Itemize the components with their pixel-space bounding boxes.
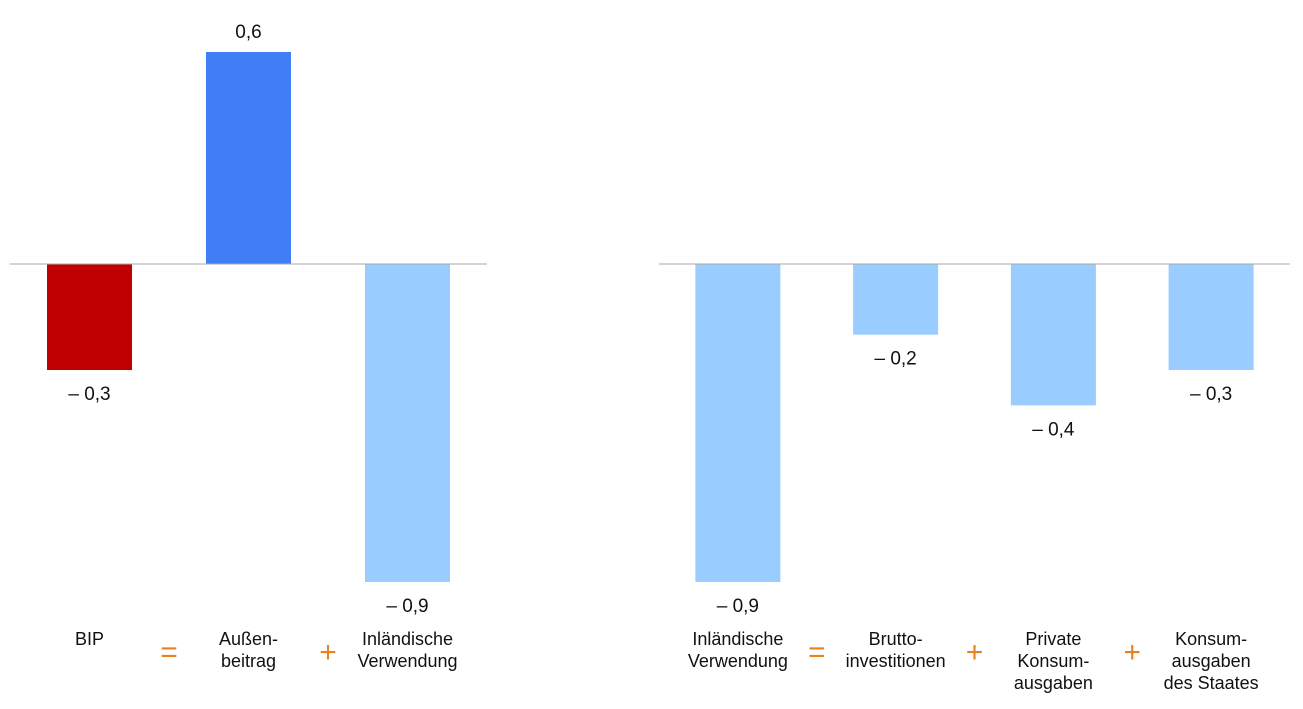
operator: = — [160, 636, 178, 669]
bar — [47, 264, 132, 370]
value-label: – 0,3 — [68, 384, 110, 405]
bar — [1010, 264, 1096, 406]
bar — [1168, 264, 1254, 370]
bar — [853, 264, 939, 335]
bar — [365, 264, 450, 582]
category-label: BIP — [74, 629, 104, 649]
operator: + — [965, 636, 984, 669]
bar — [695, 264, 781, 582]
category-label: Konsum- ausgaben des Staates — [1163, 629, 1259, 693]
operator: + — [1123, 636, 1142, 669]
category-label: Außen- beitrag — [218, 629, 279, 671]
category-label: Private Konsum- ausgaben — [1013, 629, 1093, 693]
operator: = — [807, 636, 826, 669]
bar — [206, 52, 291, 264]
value-label: – 0,9 — [386, 596, 428, 617]
operator: + — [319, 636, 337, 669]
value-label: – 0,2 — [874, 349, 916, 370]
value-label: 0,6 — [235, 22, 261, 43]
value-label: – 0,9 — [717, 596, 759, 617]
value-label: – 0,4 — [1032, 419, 1075, 440]
category-label: Inländische Verwendung — [687, 629, 788, 671]
category-label: Brutto- investitionen — [845, 629, 946, 671]
category-label: Inländische Verwendung — [357, 629, 458, 671]
value-label: – 0,3 — [1190, 384, 1232, 405]
